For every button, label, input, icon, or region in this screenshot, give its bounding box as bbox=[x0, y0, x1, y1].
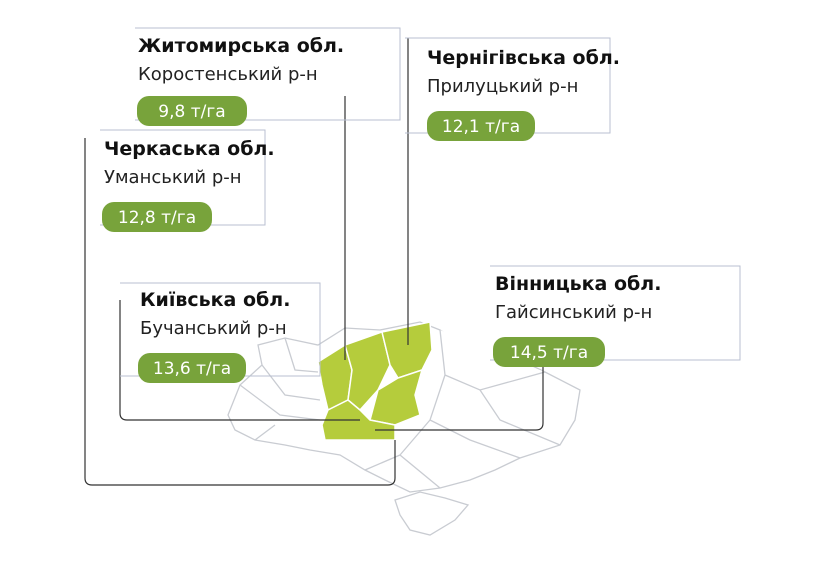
yield-value: 12,8 т/га bbox=[118, 208, 196, 228]
callout: Вінницька обл. Гайсинський р-н 14,5 т/га bbox=[490, 265, 741, 367]
callout-frame bbox=[490, 265, 741, 361]
connector bbox=[119, 300, 360, 421]
yield-value: 9,8 т/га bbox=[158, 102, 225, 122]
region-name: Вінницька обл. bbox=[495, 273, 661, 295]
district-name: Гайсинський р-н bbox=[495, 302, 652, 323]
yield-badge bbox=[493, 337, 605, 367]
district-name: Прилуцький р-н bbox=[427, 76, 578, 97]
callout: Чернігівська обл. Прилуцький р-н 12,1 т/га bbox=[405, 37, 620, 141]
region-name: Черкаська обл. bbox=[104, 138, 275, 160]
connector bbox=[84, 138, 396, 486]
callout: Київська обл. Бучанський р-н 13,6 т/га bbox=[120, 282, 321, 383]
callout-frame bbox=[135, 27, 401, 121]
yield-value: 12,1 т/га bbox=[442, 117, 520, 137]
map bbox=[227, 321, 581, 536]
yield-badge bbox=[427, 111, 535, 141]
yield-badge bbox=[137, 96, 247, 126]
district-name: Уманський р-н bbox=[104, 167, 242, 188]
region-name: Чернігівська обл. bbox=[427, 47, 620, 69]
district-name: Бучанський р-н bbox=[140, 318, 287, 339]
district-name: Коростенський р-н bbox=[138, 64, 318, 85]
region-name: Київська обл. bbox=[140, 289, 290, 311]
callout: Черкаська обл. Уманський р-н 12,8 т/га bbox=[100, 129, 275, 232]
connectors bbox=[84, 38, 544, 486]
connector bbox=[375, 362, 544, 431]
yield-value: 13,6 т/га bbox=[153, 359, 231, 379]
crimea bbox=[394, 491, 470, 536]
callout: Житомирська обл. Коростенський р-н 9,8 т/г… bbox=[135, 27, 401, 126]
yield-value: 14,5 т/га bbox=[510, 343, 588, 363]
region-name: Житомирська обл. bbox=[138, 35, 344, 57]
yield-badge bbox=[102, 202, 212, 232]
callouts: Житомирська обл. Коростенський р-н 9,8 т/г… bbox=[100, 27, 741, 383]
yield-badge bbox=[138, 353, 246, 383]
